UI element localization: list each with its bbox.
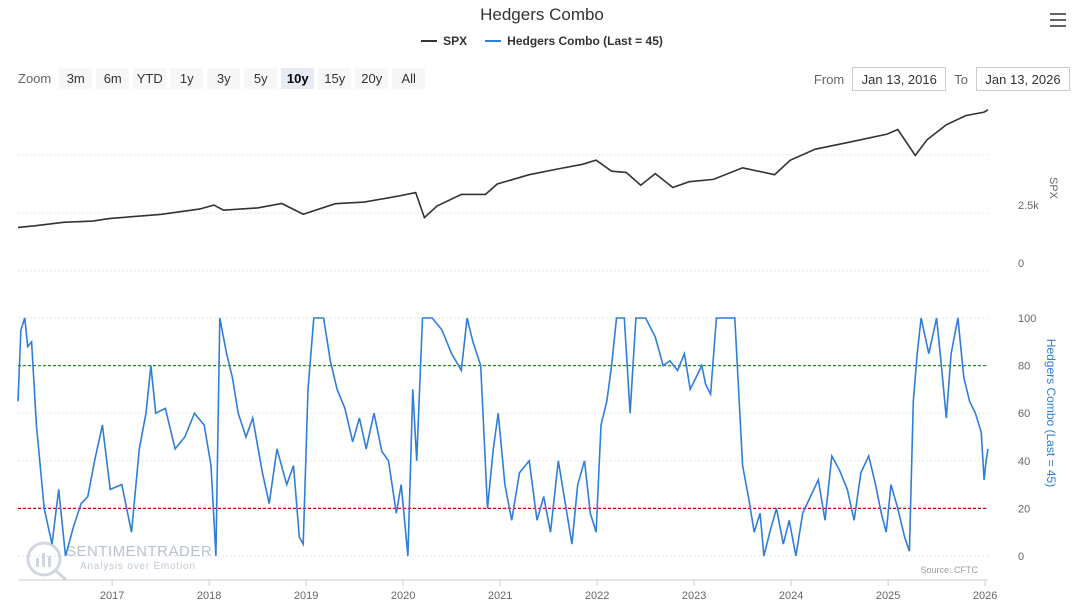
legend-item-spx[interactable]: SPX — [421, 34, 467, 48]
x-tick-label: 2021 — [488, 590, 512, 602]
hedgers-grid — [18, 317, 988, 557]
watermark-brand: SENTIMENTRADER — [66, 543, 212, 560]
source-credit: Source: CFTC — [920, 565, 978, 575]
legend-item-hedgers[interactable]: Hedgers Combo (Last = 45) — [485, 34, 663, 48]
date-range-selector: From To — [814, 67, 1070, 91]
sentimentrader-logo — [26, 541, 68, 582]
x-axis-ticks: 2017 2018 2019 2020 2021 2022 2023 2024 2025 2026 — [100, 580, 997, 602]
x-tick-label: 2022 — [585, 590, 609, 602]
x-tick-label: 2020 — [391, 590, 415, 602]
reference-lines — [18, 365, 988, 509]
x-tick-label: 2018 — [197, 590, 221, 602]
zoom-label: Zoom — [18, 71, 52, 86]
legend-label-hedgers: Hedgers Combo (Last = 45) — [507, 34, 663, 48]
hedgers-series-line — [17, 317, 989, 557]
zoom-button-5y[interactable]: 5y — [244, 68, 278, 89]
zoom-button-1y[interactable]: 1y — [170, 68, 204, 89]
from-date-input[interactable] — [852, 67, 947, 91]
spx-tick-label: 0 — [1018, 258, 1024, 270]
zoom-button-6m[interactable]: 6m — [96, 68, 130, 89]
x-tick-label: 2024 — [779, 590, 803, 602]
hedgers-axis-label: Hedgers Combo (Last = 45) — [1044, 339, 1058, 487]
zoom-button-3y[interactable]: 3y — [207, 68, 241, 89]
zoom-button-15y[interactable]: 15y — [318, 68, 352, 89]
x-tick-label: 2026 — [973, 590, 997, 602]
legend-swatch-hedgers — [485, 40, 502, 42]
x-tick-label: 2017 — [100, 590, 124, 602]
to-date-input[interactable] — [976, 67, 1070, 91]
zoom-button-all[interactable]: All — [392, 68, 426, 89]
spx-tick-label: 2.5k — [1018, 200, 1039, 212]
zoom-button-ytd[interactable]: YTD — [133, 68, 167, 89]
hamburger-menu-icon[interactable] — [1050, 13, 1066, 27]
hedgers-tick-label: 40 — [1018, 456, 1030, 468]
zoom-toolbar: Zoom 3m 6m YTD 1y 3y 5y 10y 15y 20y All — [18, 68, 426, 89]
hedgers-tick-label: 60 — [1018, 408, 1030, 420]
from-label: From — [813, 71, 845, 87]
to-label: To — [954, 71, 968, 87]
legend: SPX Hedgers Combo (Last = 45) — [0, 34, 1084, 48]
zoom-button-3m[interactable]: 3m — [59, 68, 93, 89]
watermark-tagline: Analysis over Emotion — [80, 561, 196, 572]
hedgers-y-ticks: 100 80 60 40 20 0 — [1018, 313, 1036, 563]
zoom-button-20y[interactable]: 20y — [355, 68, 389, 89]
spx-series-line — [17, 109, 989, 229]
legend-label-spx: SPX — [443, 34, 468, 48]
hedgers-tick-label: 80 — [1018, 361, 1030, 373]
zoom-button-10y[interactable]: 10y — [281, 68, 315, 89]
hedgers-tick-label: 20 — [1018, 503, 1030, 515]
legend-swatch-spx — [421, 40, 438, 42]
x-tick-label: 2019 — [294, 590, 318, 602]
x-tick-label: 2023 — [682, 590, 706, 602]
chart-title: Hedgers Combo — [480, 5, 604, 24]
hedgers-tick-label: 0 — [1018, 551, 1024, 563]
x-tick-label: 2025 — [876, 590, 900, 602]
hedgers-tick-label: 100 — [1018, 313, 1036, 325]
spx-axis-label: SPX — [1047, 177, 1059, 200]
